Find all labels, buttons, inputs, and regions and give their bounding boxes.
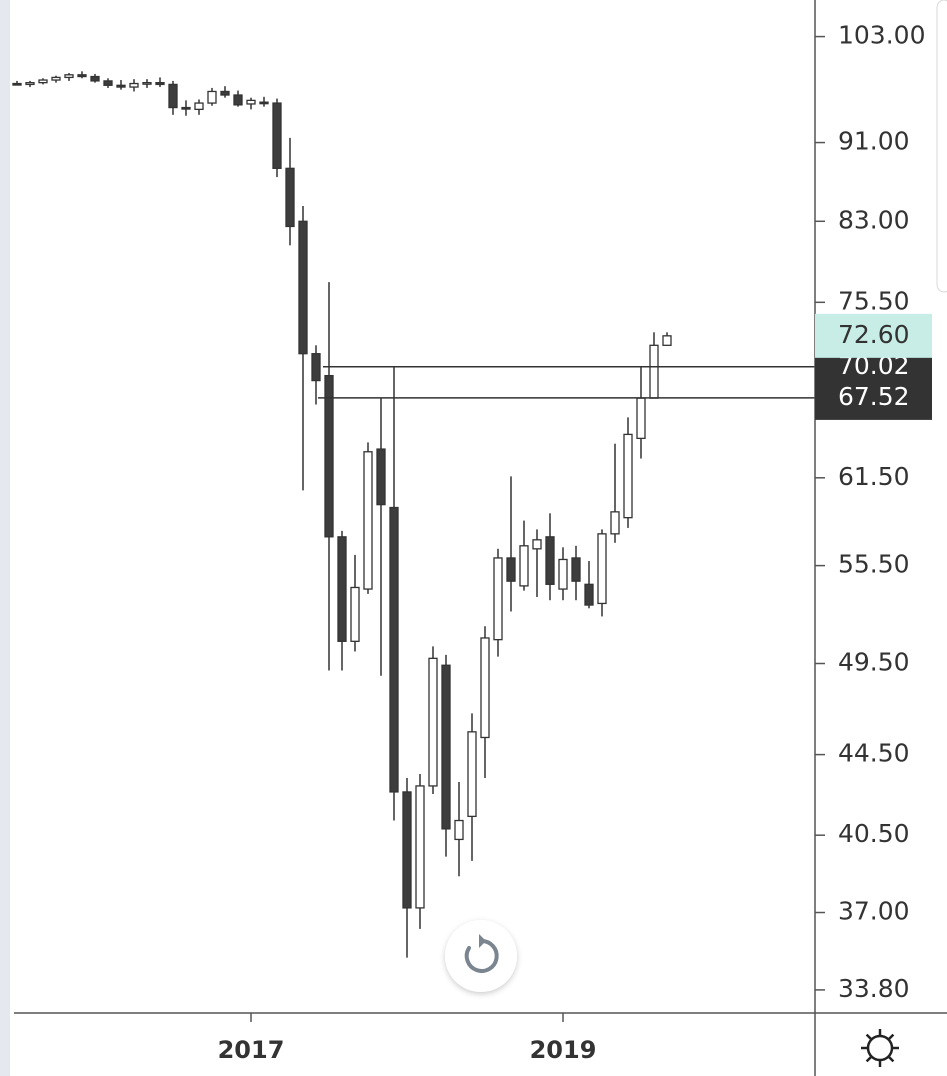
candle-body	[90, 75, 100, 82]
candle-body	[12, 82, 22, 86]
reset-arrow[interactable]	[479, 934, 486, 948]
candle-body	[428, 657, 438, 787]
candle-body	[545, 536, 555, 585]
y-tick-label: 91.00	[838, 127, 910, 156]
candle-body	[506, 557, 516, 582]
candle-body	[298, 220, 308, 355]
candle-body	[181, 106, 191, 110]
candle-body	[168, 83, 178, 109]
y-tick-label: 44.50	[838, 739, 910, 768]
candle-body	[467, 731, 477, 818]
candle-body	[220, 90, 230, 96]
candle-body	[532, 539, 542, 550]
candle-body	[103, 80, 113, 86]
candle-body	[350, 586, 360, 642]
candle-body	[272, 102, 282, 169]
candle-body	[636, 397, 646, 440]
y-tick-label: 103.00	[838, 21, 925, 50]
candle-body	[116, 84, 126, 88]
side-handle	[936, 0, 947, 293]
candle-body	[415, 785, 425, 909]
y-tick-label: 40.50	[838, 819, 910, 848]
reset-icon[interactable]	[464, 938, 499, 973]
candle-body	[129, 82, 139, 88]
candle-body	[142, 82, 152, 85]
candle-body	[402, 791, 412, 909]
candle-body	[454, 819, 464, 841]
candle-body	[662, 335, 672, 346]
candle-body	[571, 557, 581, 582]
candle-body	[363, 451, 373, 590]
candle-body	[311, 353, 321, 382]
y-tick-label: 33.80	[838, 974, 910, 1003]
reset-button-bg[interactable]	[445, 920, 517, 992]
y-tick-label: 61.50	[838, 462, 910, 491]
axes: 103.00 91.00 83.00 75.50 61.50 55.50 49.50 44.5…	[218, 21, 932, 1064]
gear-teeth[interactable]	[861, 1029, 899, 1067]
candle-body	[38, 79, 48, 84]
candle-body	[155, 82, 165, 86]
candle-body	[480, 637, 490, 739]
level-label-bg	[815, 375, 932, 420]
candle-body	[233, 94, 243, 106]
y-tick-label: 75.50	[838, 286, 910, 315]
x-tick-label: 2019	[530, 1036, 597, 1064]
settings-button[interactable]	[861, 1029, 899, 1067]
y-tick-label: 55.50	[838, 550, 910, 579]
candle-body	[246, 99, 256, 105]
candle-body	[610, 511, 620, 535]
candle-body	[285, 167, 295, 228]
plot-area	[12, 71, 815, 958]
candle-body	[324, 374, 334, 538]
candle-body	[623, 433, 633, 519]
level-label: 67.52	[838, 382, 910, 411]
candle-body	[519, 545, 529, 587]
x-tick-label: 2017	[218, 1036, 285, 1064]
left-edge	[0, 0, 10, 1076]
y-tick-label: 49.50	[838, 648, 910, 677]
candle-body	[259, 101, 269, 105]
candle-body	[64, 74, 74, 79]
candle-body	[441, 664, 451, 830]
candle-body	[597, 533, 607, 605]
y-tick-label: 83.00	[838, 205, 910, 234]
candle-body	[194, 102, 204, 111]
candle-body	[584, 583, 594, 606]
current-price-label: 72.60	[838, 320, 910, 349]
candle-body	[649, 344, 659, 399]
candle-body	[493, 557, 503, 641]
candle-body	[207, 90, 217, 104]
candle-body	[77, 74, 87, 78]
gear-body[interactable]	[866, 1034, 894, 1062]
reset-button[interactable]	[445, 920, 517, 992]
candle-body	[376, 448, 386, 506]
candle-body	[25, 82, 35, 86]
candle-body	[558, 558, 568, 590]
current-price-bg	[815, 313, 932, 358]
y-tick-label: 37.00	[838, 897, 910, 926]
candle-body	[337, 536, 347, 642]
candle-body	[51, 76, 61, 81]
candle-body	[389, 506, 399, 793]
